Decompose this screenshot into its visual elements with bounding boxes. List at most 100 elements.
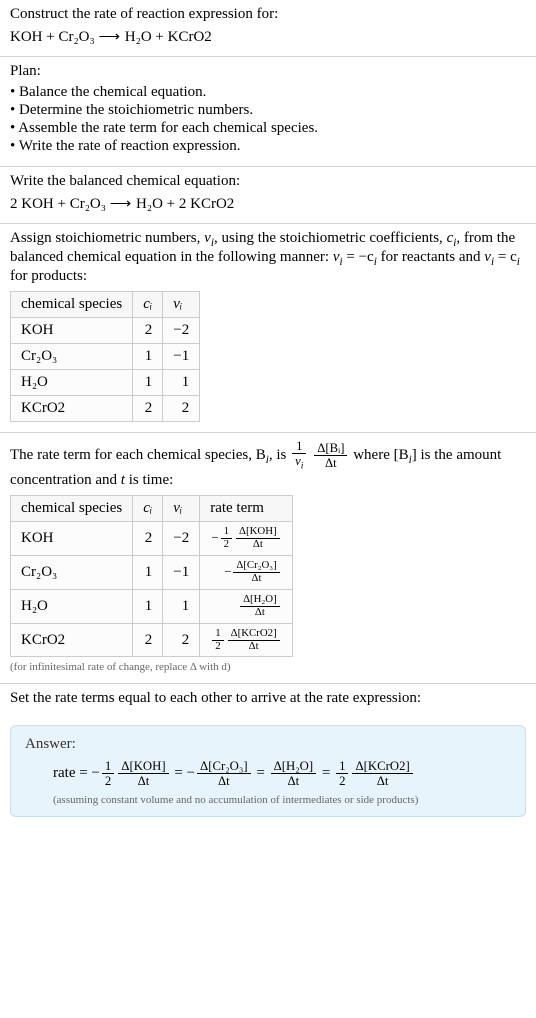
final-title: Set the rate terms equal to each other t… [10, 690, 526, 707]
stoich-intro: Assign stoichiometric numbers, νi, using… [10, 230, 526, 285]
denominator: Δt [118, 774, 168, 788]
denominator: νi [292, 454, 306, 472]
numerator: Δ[Cr₂O₃] [197, 759, 251, 774]
fraction: Δ[KOH]Δt [236, 526, 280, 551]
table-row: Cr₂O₃1−1 [11, 344, 200, 370]
table-row: KCrO222 [11, 396, 200, 422]
fraction: 12 [221, 526, 232, 551]
cell: 1 [133, 555, 163, 589]
numerator: Δ[Bᵢ] [314, 441, 347, 456]
fraction: 12 [336, 759, 348, 788]
cell: Cr₂O₃ [11, 344, 133, 370]
header-section: Construct the rate of reaction expressio… [0, 0, 536, 56]
numerator: 1 [292, 439, 306, 454]
numerator: Δ[Cr₂O₃] [233, 560, 279, 573]
prompt-text: Construct the rate of reaction expressio… [10, 6, 526, 23]
arrow-icon: ⟶ [99, 29, 122, 45]
numerator: 1 [336, 759, 348, 774]
numerator: Δ[H₂O] [271, 759, 317, 774]
fraction: Δ[Bᵢ]Δt [314, 441, 347, 470]
cell: 1 [133, 589, 163, 623]
equals: = [256, 765, 268, 781]
col-header: νᵢ [163, 292, 200, 318]
eq-lhs: KOH + Cr₂O₃ [10, 29, 95, 45]
col-header: chemical species [11, 292, 133, 318]
numerator: Δ[H₂O] [240, 594, 280, 607]
balanced-equation: 2 KOH + Cr₂O₃ ⟶ H₂O + 2 KCrO2 [10, 194, 526, 213]
table-header-row: chemical species cᵢ νᵢ [11, 292, 200, 318]
table-header-row: chemical species cᵢ νᵢ rate term [11, 496, 293, 522]
plan-list: • Balance the chemical equation. • Deter… [10, 84, 526, 155]
cell: −1 [163, 555, 200, 589]
text: , is [269, 447, 290, 463]
cell: −2 [163, 522, 200, 556]
text: cᵢ [143, 296, 152, 312]
cell: Cr₂O₃ [11, 555, 133, 589]
numerator: 1 [212, 628, 223, 641]
cell: 2 [133, 623, 163, 657]
cell: 2 [163, 623, 200, 657]
plan-title: Plan: [10, 63, 526, 80]
unbalanced-equation: KOH + Cr₂O₃ ⟶ H₂O + KCrO2 [10, 27, 526, 46]
sign: − [224, 564, 231, 578]
rate-term-table: chemical species cᵢ νᵢ rate term KOH 2 −… [10, 495, 293, 657]
cell: −12Δ[KOH]Δt [200, 522, 292, 556]
rate-term-section: The rate term for each chemical species,… [0, 433, 536, 683]
cell: 12Δ[KCrO2]Δt [200, 623, 292, 657]
plan-section: Plan: • Balance the chemical equation. •… [0, 57, 536, 166]
stoich-table: chemical species cᵢ νᵢ KOH2−2 Cr₂O₃1−1 H… [10, 291, 200, 422]
eq-rhs: H₂O + 2 KCrO2 [136, 196, 234, 212]
text: is time: [125, 472, 173, 488]
denominator: Δt [240, 607, 280, 619]
denominator: Δt [314, 456, 347, 470]
text: = −c [343, 249, 374, 265]
fraction: Δ[KCrO2]Δt [228, 628, 280, 653]
denominator: Δt [271, 774, 317, 788]
cell: H₂O [11, 589, 133, 623]
fraction: Δ[KOH]Δt [118, 759, 168, 788]
numerator: Δ[KCrO2] [228, 628, 280, 641]
numerator: Δ[KCrO2] [352, 759, 412, 774]
fraction: Δ[H₂O]Δt [240, 594, 280, 619]
denominator: Δt [228, 641, 280, 653]
plan-item: • Determine the stoichiometric numbers. [10, 102, 526, 119]
equals: = [174, 765, 186, 781]
text: for products: [10, 268, 87, 284]
sub-i: i [517, 256, 520, 268]
plan-item: • Assemble the rate term for each chemic… [10, 120, 526, 137]
col-header: chemical species [11, 496, 133, 522]
cell: KOH [11, 522, 133, 556]
cell: KCrO2 [11, 623, 133, 657]
cell: Δ[H₂O]Δt [200, 589, 292, 623]
text: νᵢ [173, 500, 182, 516]
table-row: Cr₂O₃ 1 −1 −Δ[Cr₂O₃]Δt [11, 555, 293, 589]
table-row: KOH2−2 [11, 318, 200, 344]
equals: = [322, 765, 334, 781]
cell: KOH [11, 318, 133, 344]
table-row: KOH 2 −2 −12Δ[KOH]Δt [11, 522, 293, 556]
plan-item: • Balance the chemical equation. [10, 84, 526, 101]
final-section: Set the rate terms equal to each other t… [0, 684, 536, 717]
table-row: H₂O 1 1 Δ[H₂O]Δt [11, 589, 293, 623]
fraction: Δ[Cr₂O₃]Δt [233, 560, 279, 585]
fraction: 12 [102, 759, 114, 788]
denominator: 2 [102, 774, 114, 788]
text: cᵢ [143, 500, 152, 516]
answer-note: (assuming constant volume and no accumul… [53, 794, 511, 806]
stoich-section: Assign stoichiometric numbers, νi, using… [0, 224, 536, 432]
denominator: Δt [352, 774, 412, 788]
cell: 2 [133, 522, 163, 556]
numerator: 1 [102, 759, 114, 774]
cell: KCrO2 [11, 396, 133, 422]
cell: 2 [163, 396, 200, 422]
infinitesimal-note: (for infinitesimal rate of change, repla… [10, 661, 526, 673]
sign: − [91, 765, 99, 781]
answer-equation: rate = −12Δ[KOH]Δt = −Δ[Cr₂O₃]Δt = Δ[H₂O… [53, 759, 511, 788]
col-header: cᵢ [133, 496, 163, 522]
fraction: Δ[H₂O]Δt [271, 759, 317, 788]
text: where [B [353, 447, 408, 463]
col-header: νᵢ [163, 496, 200, 522]
denominator: 2 [221, 539, 232, 551]
denominator: Δt [197, 774, 251, 788]
eq-lhs: 2 KOH + Cr₂O₃ [10, 196, 106, 212]
